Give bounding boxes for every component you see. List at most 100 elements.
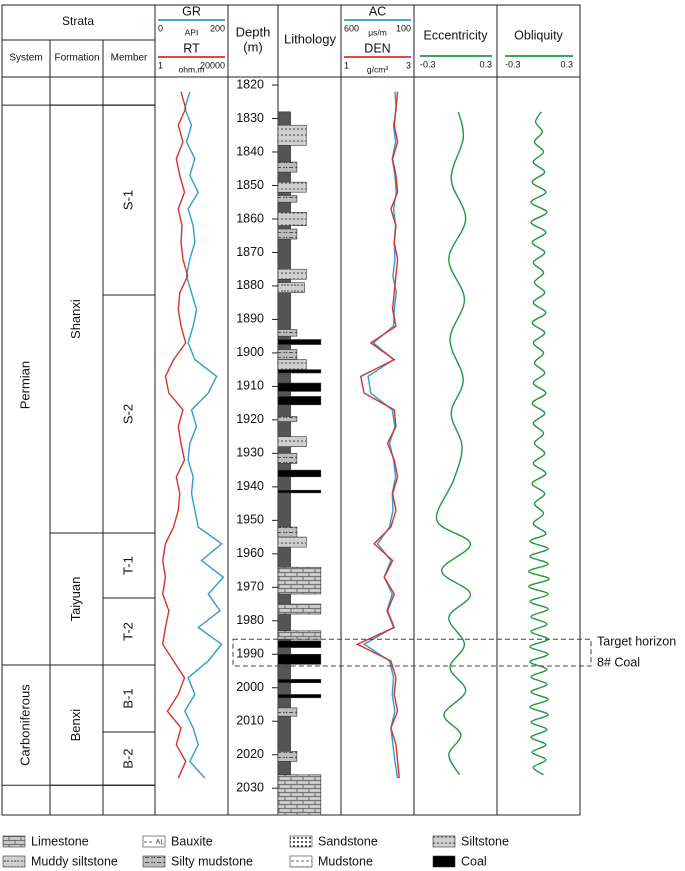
lithology-bed xyxy=(277,469,322,478)
legend-label: Siltstone xyxy=(461,834,509,848)
strata-header: Strata xyxy=(62,14,94,28)
lithology-bed xyxy=(277,369,322,374)
track-title: Obliquity xyxy=(514,28,563,42)
lithology-bed xyxy=(277,161,298,173)
depth-tick-label: 1970 xyxy=(236,580,264,594)
depth-tick-label: 1880 xyxy=(236,278,264,292)
depth-tick-label: 2020 xyxy=(236,747,264,761)
formation-header: Formation xyxy=(54,53,99,64)
lithology-bed xyxy=(277,630,322,640)
depth-tick-label: 1950 xyxy=(236,513,264,527)
lithology-bed xyxy=(277,751,298,762)
lithology-bed xyxy=(277,282,305,293)
curve-name: AC xyxy=(369,4,386,18)
lithology-bed xyxy=(277,268,307,280)
target-coal-label: 8# Coal xyxy=(597,655,640,669)
legend-swatch xyxy=(432,855,456,868)
strata-label: S-1 xyxy=(120,190,135,210)
legend-swatch xyxy=(289,855,313,868)
legend-label: Limestone xyxy=(31,834,89,848)
curve-name: RT xyxy=(183,41,200,55)
lithology-bed xyxy=(277,124,307,146)
target-label: Target horizon xyxy=(597,635,676,649)
depth-tick-label: 1870 xyxy=(236,245,264,259)
legend-swatch xyxy=(142,855,166,868)
log-curve xyxy=(362,91,399,779)
lithology-bed xyxy=(277,195,298,203)
strata-label: Permian xyxy=(17,361,32,409)
curve-unit: g/cm³ xyxy=(367,64,388,74)
scale-label: 200 xyxy=(210,23,225,33)
lithology-bed xyxy=(277,416,298,422)
legend-swatch xyxy=(142,835,166,848)
lithology-bed xyxy=(277,453,298,464)
depth-tick-label: 2010 xyxy=(236,714,264,728)
curve-unit: API xyxy=(185,27,199,37)
member-header: Member xyxy=(111,53,148,64)
scale-label: 0 xyxy=(158,23,163,33)
depth-tick-label: 2030 xyxy=(236,781,264,795)
legend-label: Mudstone xyxy=(318,854,373,868)
lithology-bed xyxy=(277,526,298,538)
lithology-bed xyxy=(277,211,307,226)
legend-label: Coal xyxy=(461,854,487,868)
legend-swatch xyxy=(289,835,313,848)
depth-tick-label: 1890 xyxy=(236,312,264,326)
depth-tick-label: 1930 xyxy=(236,446,264,460)
legend-label: Bauxite xyxy=(171,834,213,848)
scale-label: 20000 xyxy=(200,60,225,70)
strata-label: Benxi xyxy=(68,709,83,742)
depth-tick-label: 1850 xyxy=(236,178,264,192)
legend-swatch xyxy=(2,855,26,868)
depth-tick-label: 1920 xyxy=(236,412,264,426)
lithology-bed xyxy=(277,536,307,548)
legend-swatch xyxy=(432,835,456,848)
scale-label: 600 xyxy=(344,23,359,33)
lithology-bed xyxy=(277,349,298,360)
depth-tick-label: 1960 xyxy=(236,546,264,560)
curve-unit: μs/m xyxy=(368,27,387,37)
strata-label: Taiyuan xyxy=(68,577,83,622)
scale-label: -0.3 xyxy=(420,59,436,69)
depth-tick-label: 1990 xyxy=(236,647,264,661)
depth-tick-label: 1980 xyxy=(236,613,264,627)
lithology-bed xyxy=(277,436,307,447)
depth-header: Depth xyxy=(236,24,271,39)
depth-tick-label: 1910 xyxy=(236,379,264,393)
strata-label: T-1 xyxy=(120,556,135,575)
lithology-bed xyxy=(277,653,322,665)
lithology-bed xyxy=(277,396,322,406)
lithology-bed xyxy=(277,228,298,240)
strata-label: Carboniferous xyxy=(17,684,32,766)
lithology-bed xyxy=(277,339,322,345)
lithology-bed xyxy=(277,694,322,699)
curve-name: GR xyxy=(182,4,201,18)
lithology-bed xyxy=(277,382,322,392)
strata-label: T-2 xyxy=(120,622,135,641)
depth-tick-label: 1830 xyxy=(236,111,264,125)
track-title: Eccentricity xyxy=(424,28,489,42)
depth-tick-label: 1840 xyxy=(236,144,264,158)
depth-tick-label: 1860 xyxy=(236,211,264,225)
curve-name: DEN xyxy=(364,41,390,55)
scale-label: 1 xyxy=(344,60,349,70)
lithology-bed xyxy=(277,774,322,816)
legend-label: Silty mudstone xyxy=(171,854,253,868)
strata-label: B-1 xyxy=(120,688,135,708)
lithology-bed xyxy=(277,679,322,684)
lithology-header: Lithology xyxy=(284,31,337,46)
target-box xyxy=(232,638,592,667)
legend-label: Sandstone xyxy=(318,834,378,848)
lithology-bed xyxy=(277,359,307,370)
strata-label: B-2 xyxy=(120,748,135,768)
lithology-bed xyxy=(277,329,298,337)
scale-label: 100 xyxy=(396,23,411,33)
scale-label: 3 xyxy=(406,60,411,70)
depth-tick-label: 1940 xyxy=(236,479,264,493)
log-curve xyxy=(528,111,550,776)
lithology-bed xyxy=(277,640,322,648)
system-header: System xyxy=(9,53,42,64)
lithology-bed xyxy=(277,566,322,595)
scale-label: 1 xyxy=(158,60,163,70)
